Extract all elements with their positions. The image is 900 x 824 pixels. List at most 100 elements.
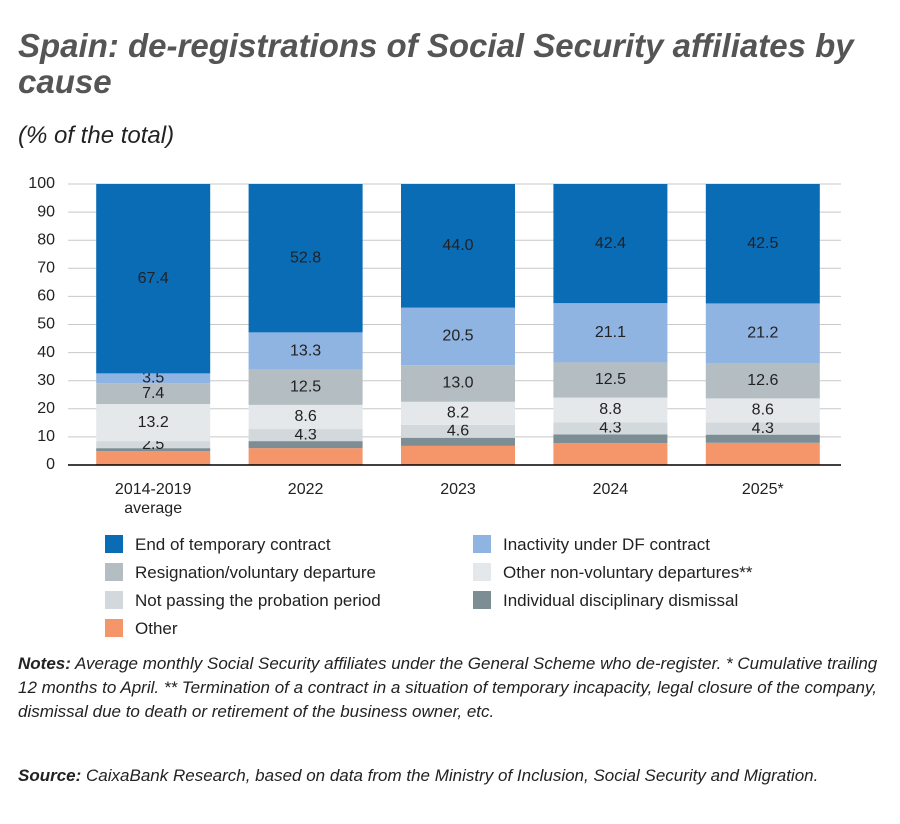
bar-segment xyxy=(553,422,668,435)
x-tick-label: 2025* xyxy=(741,481,784,498)
bar-segment xyxy=(705,434,820,443)
data-label: 8.6 xyxy=(294,408,316,425)
legend-item: Not passing the probation period xyxy=(105,591,381,611)
bar-segment xyxy=(553,397,668,423)
bar-segment xyxy=(401,437,515,446)
x-tick-label: 2022 xyxy=(287,481,324,498)
bar-segment xyxy=(705,398,820,423)
bar-segment xyxy=(401,445,515,465)
bar-segment xyxy=(705,362,820,399)
bar-segment xyxy=(96,448,211,452)
data-label: 21.2 xyxy=(747,324,778,341)
bar-segment xyxy=(401,307,515,366)
notes: Notes: Average monthly Social Security a… xyxy=(18,652,878,724)
legend-item: End of temporary contract xyxy=(105,535,331,555)
legend-label: Not passing the probation period xyxy=(135,591,381,610)
bar-segment xyxy=(553,303,668,363)
data-label: 7.4 xyxy=(142,385,164,402)
y-tick-label: 40 xyxy=(37,344,55,361)
bar-segment xyxy=(96,441,211,449)
y-tick-label: 0 xyxy=(46,456,55,473)
data-label: 12.5 xyxy=(290,379,321,396)
data-label: 20.5 xyxy=(442,328,473,345)
legend-swatch xyxy=(105,619,123,637)
source-text: CaixaBank Research, based on data from t… xyxy=(86,766,819,785)
legend-swatch xyxy=(105,563,123,581)
source: Source: CaixaBank Research, based on dat… xyxy=(18,764,878,788)
bar-segment xyxy=(96,383,211,405)
bar-segment xyxy=(401,401,515,425)
data-label: 12.5 xyxy=(595,371,626,388)
data-label: 4.3 xyxy=(599,420,621,437)
bar-segment xyxy=(553,443,668,465)
data-label: 13.0 xyxy=(442,375,473,392)
data-label: 42.4 xyxy=(595,235,626,252)
bar-segment xyxy=(96,451,211,465)
bar-segment xyxy=(705,442,820,465)
data-label: 3.5 xyxy=(142,370,164,387)
source-label: Source: xyxy=(18,766,82,785)
y-tick-label: 80 xyxy=(37,231,55,248)
legend-swatch xyxy=(473,591,491,609)
data-label: 8.8 xyxy=(599,401,621,418)
data-label: 52.8 xyxy=(290,249,321,266)
y-tick-label: 100 xyxy=(28,175,55,192)
y-tick-label: 30 xyxy=(37,372,55,389)
data-label: 67.4 xyxy=(138,270,169,287)
y-tick-label: 70 xyxy=(37,260,55,277)
data-label: 13.2 xyxy=(138,414,169,431)
bar-segment xyxy=(401,424,515,438)
y-tick-label: 60 xyxy=(37,288,55,305)
legend-label: Resignation/voluntary departure xyxy=(135,563,376,582)
data-label: 4.3 xyxy=(752,420,774,437)
bar-segment xyxy=(401,184,515,308)
bar-segment xyxy=(96,184,211,374)
bar-segment xyxy=(96,373,211,384)
legend-item: Resignation/voluntary departure xyxy=(105,563,376,583)
data-label: 42.5 xyxy=(747,235,778,252)
legend-label: End of temporary contract xyxy=(135,535,331,554)
bar-segment xyxy=(248,369,363,405)
bar-segment xyxy=(553,434,668,444)
notes-text: Average monthly Social Security affiliat… xyxy=(18,654,878,721)
legend-swatch xyxy=(105,535,123,553)
bar-segment xyxy=(705,184,820,304)
y-tick-label: 50 xyxy=(37,316,55,333)
chart-subtitle: (% of the total) xyxy=(18,122,175,149)
legend-swatch xyxy=(105,591,123,609)
legend-item: Other xyxy=(105,619,178,639)
bar-segment xyxy=(401,365,515,402)
data-label: 13.3 xyxy=(290,342,321,359)
data-label: 44.0 xyxy=(442,237,473,254)
legend-item: Individual disciplinary dismissal xyxy=(473,591,738,611)
bar-segment xyxy=(248,332,363,370)
legend-swatch xyxy=(473,563,491,581)
y-tick-label: 10 xyxy=(37,428,55,445)
y-tick-label: 20 xyxy=(37,400,55,417)
y-tick-label: 90 xyxy=(37,203,55,220)
data-label: 8.6 xyxy=(752,402,774,419)
legend-item: Other non-voluntary departures** xyxy=(473,563,752,583)
x-tick-label: 2023 xyxy=(440,481,476,498)
bar-segment xyxy=(248,429,363,442)
data-label: 4.3 xyxy=(294,426,316,443)
bar-segment xyxy=(705,422,820,435)
legend-label: Inactivity under DF contract xyxy=(503,535,710,554)
notes-label: Notes: xyxy=(18,654,71,673)
data-label: 21.1 xyxy=(595,324,626,341)
chart-title: Spain: de-registrations of Social Securi… xyxy=(18,27,854,100)
data-label: 8.2 xyxy=(447,405,469,422)
bar-segment xyxy=(705,303,820,363)
legend-item: Inactivity under DF contract xyxy=(473,535,710,555)
bar-segment xyxy=(248,441,363,449)
x-tick-label: 2024 xyxy=(592,481,629,498)
bar-segment xyxy=(553,362,668,398)
legend-label: Other non-voluntary departures** xyxy=(503,563,753,582)
legend-swatch xyxy=(473,535,491,553)
bar-segment xyxy=(248,404,363,430)
bar-segment xyxy=(553,184,668,304)
bar-segment xyxy=(248,184,363,333)
data-label: 4.6 xyxy=(447,422,469,439)
